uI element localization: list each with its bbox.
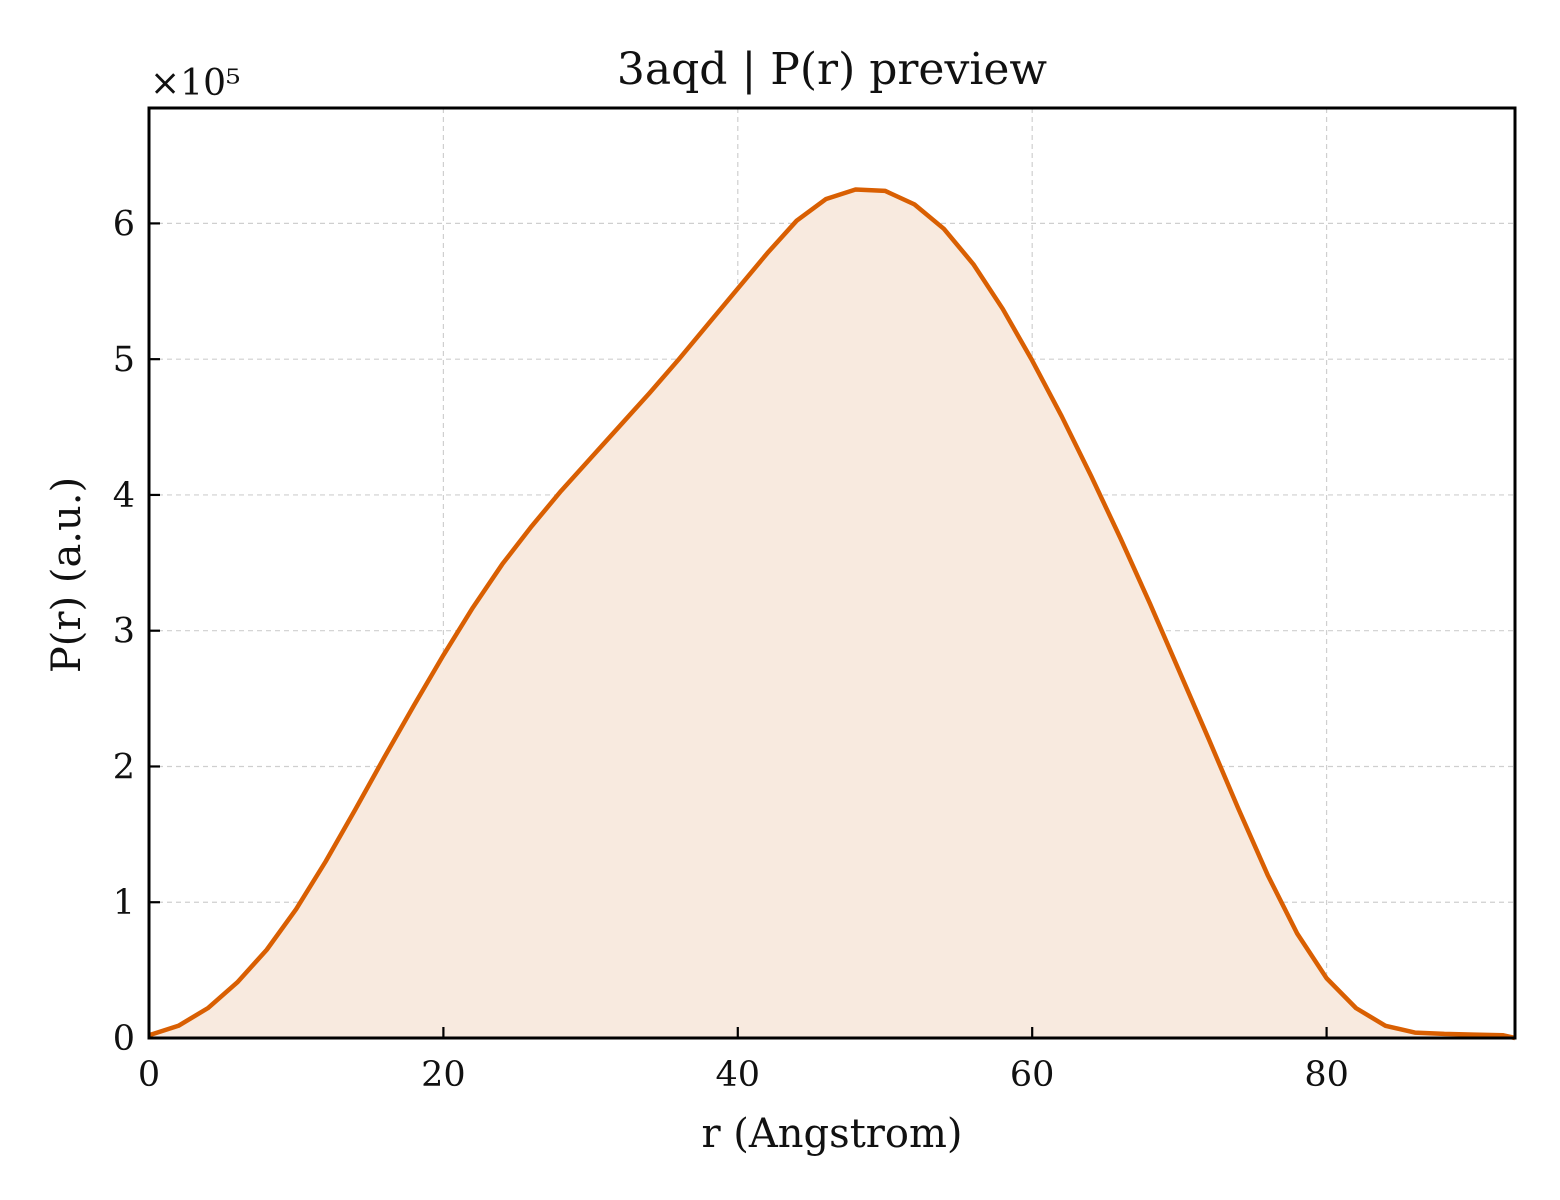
x-tick-label: 60 [1010,1055,1055,1095]
y-tick-label: 2 [113,747,135,787]
y-tick-label: 0 [113,1019,135,1059]
pr-series-line [148,187,1516,1041]
x-tick-label: 40 [716,1055,761,1095]
chart-title: 3aqd | P(r) preview [617,44,1048,95]
x-tick-label: 20 [421,1055,466,1095]
x-tick-label: 80 [1304,1055,1349,1095]
pr-area-fill [149,189,1515,1038]
y-tick-label: 5 [113,340,135,380]
x-axis-label: r (Angstrom) [701,1111,962,1157]
plot-frame [147,106,1517,1040]
y-tick-label: 3 [113,612,135,652]
y-axis-label: P(r) (a.u.) [44,477,90,673]
y-tick-label: 6 [113,204,135,244]
y-tick-label: 4 [113,476,135,516]
x-tick-label: 0 [138,1055,160,1095]
axis-ticks: 0 20 40 60 80 0 1 2 3 4 5 6 [113,204,1349,1095]
y-multiplier-label: ×10⁵ [150,63,240,104]
y-tick-label: 1 [113,883,135,923]
